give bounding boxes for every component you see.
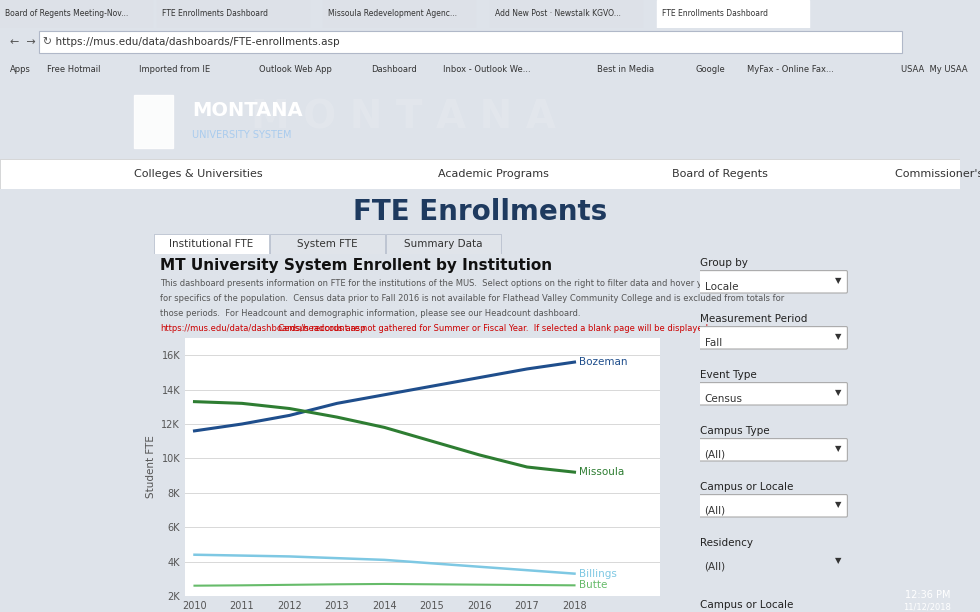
Bar	[157, 0, 309, 28]
Text: Commissioner's Office: Commissioner's Office	[895, 169, 980, 179]
Text: Board of Regents: Board of Regents	[672, 169, 768, 179]
Text: Butte: Butte	[579, 580, 608, 591]
Text: Missoula Redevelopment Agenc...: Missoula Redevelopment Agenc...	[328, 10, 458, 18]
Text: Add New Post · Newstalk KGVO...: Add New Post · Newstalk KGVO...	[495, 10, 620, 18]
Text: MONTANA: MONTANA	[192, 101, 303, 120]
Bar	[323, 0, 475, 28]
Text: ▼: ▼	[835, 332, 842, 341]
Text: Census: Census	[705, 394, 743, 404]
Text: FTE Enrollments Dashboard: FTE Enrollments Dashboard	[162, 10, 268, 18]
Text: Campus or Locale: Campus or Locale	[700, 600, 794, 610]
Bar	[657, 0, 808, 28]
Text: (All): (All)	[705, 450, 725, 460]
Bar	[490, 0, 642, 28]
Text: Campus or Locale: Campus or Locale	[700, 482, 794, 492]
Text: System FTE: System FTE	[297, 239, 358, 249]
FancyBboxPatch shape	[699, 327, 848, 349]
Text: M O N T A N A: M O N T A N A	[251, 99, 556, 136]
Text: Imported from IE: Imported from IE	[139, 65, 211, 75]
Bar	[386, 234, 501, 254]
Text: for specifics of the population.  Census data prior to Fall 2016 is not availabl: for specifics of the population. Census …	[160, 294, 784, 303]
Text: Event Type: Event Type	[700, 370, 757, 380]
Text: MyFax - Online Fax...: MyFax - Online Fax...	[747, 65, 834, 75]
Text: Fall: Fall	[705, 338, 721, 348]
Text: Colleges & Universities: Colleges & Universities	[134, 169, 263, 179]
FancyBboxPatch shape	[699, 439, 848, 461]
Text: Campus Type: Campus Type	[700, 426, 769, 436]
Text: Institutional FTE: Institutional FTE	[170, 239, 253, 249]
Text: ▼: ▼	[835, 276, 842, 285]
Bar	[700, 611, 718, 612]
FancyBboxPatch shape	[699, 494, 848, 517]
Text: ←  →  ↻: ← → ↻	[10, 37, 52, 47]
Text: ▼: ▼	[835, 500, 842, 509]
Text: ▼: ▼	[835, 388, 842, 397]
Text: Google: Google	[696, 65, 725, 75]
Text: Group by: Group by	[700, 258, 748, 268]
Text: FTE Enrollments Dashboard: FTE Enrollments Dashboard	[662, 10, 767, 18]
Text: Missoula: Missoula	[579, 467, 624, 477]
Text: Free Hotmail: Free Hotmail	[47, 65, 101, 75]
Bar	[39, 31, 902, 53]
FancyBboxPatch shape	[699, 551, 848, 573]
Text: 11/12/2018: 11/12/2018	[903, 603, 951, 612]
Text: Measurement Period: Measurement Period	[700, 314, 808, 324]
Text: MT University System Enrollent by Institution: MT University System Enrollent by Instit…	[160, 258, 552, 273]
FancyBboxPatch shape	[699, 382, 848, 405]
Text: UNIVERSITY SYSTEM: UNIVERSITY SYSTEM	[192, 130, 291, 140]
Text: Best in Media: Best in Media	[597, 65, 654, 75]
Bar	[0, 0, 152, 28]
Text: Summary Data: Summary Data	[405, 239, 483, 249]
Text: Bozeman: Bozeman	[579, 357, 628, 367]
Text: Census records are not gathered for Summer or Fiscal Year.  If selected a blank : Census records are not gathered for Summ…	[272, 324, 710, 333]
Text: https://mus.edu/data/dashboards/FTE-enrollments.asp: https://mus.edu/data/dashboards/FTE-enro…	[49, 37, 340, 47]
Text: FTE Enrollments: FTE Enrollments	[353, 198, 608, 225]
Text: those periods.  For Headcount and demographic information, please see our Headco: those periods. For Headcount and demogra…	[160, 309, 580, 318]
Text: Board of Regents Meeting-Nov...: Board of Regents Meeting-Nov...	[5, 10, 128, 18]
Bar	[134, 95, 172, 147]
Text: Outlook Web App: Outlook Web App	[259, 65, 331, 75]
Bar	[154, 234, 269, 254]
Text: https://mus.edu/data/dashboards/headcount.asp: https://mus.edu/data/dashboards/headcoun…	[160, 324, 366, 333]
FancyBboxPatch shape	[699, 271, 848, 293]
Text: Billings: Billings	[579, 569, 617, 578]
Text: Apps: Apps	[10, 65, 30, 75]
Text: ▼: ▼	[835, 556, 842, 565]
Bar	[270, 234, 385, 254]
Text: ▼: ▼	[835, 444, 842, 453]
Text: USAA  My USAA: USAA My USAA	[901, 65, 967, 75]
Text: 12:36 PM: 12:36 PM	[906, 591, 951, 600]
Text: Academic Programs: Academic Programs	[438, 169, 549, 179]
Text: (All): (All)	[705, 562, 725, 572]
Text: Inbox - Outlook We...: Inbox - Outlook We...	[443, 65, 530, 75]
Text: Residency: Residency	[700, 538, 753, 548]
Text: Locale: Locale	[705, 282, 738, 292]
Text: (All): (All)	[705, 506, 725, 516]
Text: Dashboard: Dashboard	[371, 65, 417, 75]
Text: This dashboard presents information on FTE for the institutions of the MUS.  Sel: This dashboard presents information on F…	[160, 279, 792, 288]
Y-axis label: Student FTE: Student FTE	[146, 436, 156, 498]
